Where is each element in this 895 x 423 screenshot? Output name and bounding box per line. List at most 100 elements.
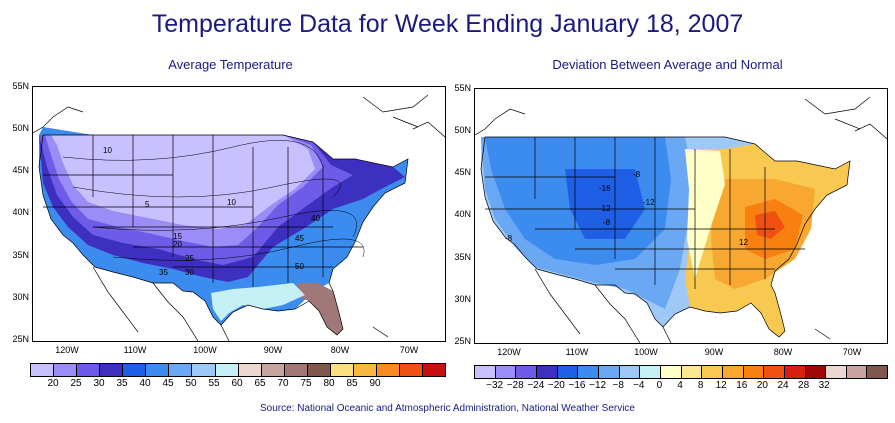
colorbar-label: 70 bbox=[277, 378, 289, 389]
contour-label: 30 bbox=[185, 268, 194, 277]
lat-label: 35N bbox=[454, 252, 471, 262]
colorbar-swatch bbox=[784, 366, 806, 378]
contour-label: 10 bbox=[103, 146, 112, 155]
south-warm-region bbox=[211, 283, 305, 321]
contour-label: 40 bbox=[311, 214, 320, 223]
lat-label: 35N bbox=[12, 250, 29, 260]
colorbar-label: 55 bbox=[208, 378, 220, 389]
colorbar-label: 4 bbox=[677, 380, 683, 391]
colorbar-swatch bbox=[353, 364, 377, 376]
contour-label: -8 bbox=[505, 234, 513, 243]
colorbar-swatch bbox=[261, 364, 285, 376]
lon-label: 110W bbox=[123, 345, 147, 355]
colorbar-label: 35 bbox=[116, 378, 128, 389]
colorbar-swatch bbox=[640, 366, 661, 378]
contour-label: -12 bbox=[643, 198, 655, 207]
colorbar-swatch bbox=[846, 366, 868, 378]
colorbar-swatch bbox=[557, 366, 579, 378]
lat-label: 55N bbox=[12, 81, 29, 91]
colorbar-swatch bbox=[400, 364, 424, 376]
colorbar-swatch bbox=[192, 364, 216, 376]
average-temperature-contours: 10 5 10 15 20 25 30 35 40 45 50 bbox=[33, 94, 445, 341]
colorbar-swatch bbox=[31, 364, 55, 376]
colorbar-swatch bbox=[307, 364, 331, 376]
colorbar-label: 20 bbox=[47, 378, 59, 389]
colorbar-label: −12 bbox=[589, 380, 607, 391]
lon-label: 100W bbox=[193, 345, 217, 355]
colorbar-label: 32 bbox=[818, 380, 830, 391]
florida-warm-region bbox=[298, 283, 343, 335]
colorbar-swatch bbox=[764, 366, 785, 378]
colorbar-swatch bbox=[77, 364, 101, 376]
contour-label: 35 bbox=[159, 268, 168, 277]
source-note: Source: National Oceanic and Atmospheric… bbox=[259, 403, 635, 414]
colorbar-swatch bbox=[536, 366, 558, 378]
temp-band-20 bbox=[51, 135, 315, 229]
colorbar-swatch bbox=[578, 366, 599, 378]
colorbar-label: 50 bbox=[185, 378, 197, 389]
lon-label: 90W bbox=[704, 347, 724, 357]
lat-label: 55N bbox=[454, 83, 471, 93]
lon-label: 120W bbox=[55, 345, 79, 355]
contour-label: -16 bbox=[599, 184, 611, 193]
colorbar-label: −4 bbox=[633, 380, 645, 391]
colorbar-label: 90 bbox=[369, 378, 381, 389]
lon-label: 90W bbox=[263, 345, 283, 355]
colorbar-swatch bbox=[681, 366, 703, 378]
colorbar-swatch bbox=[516, 366, 537, 378]
colorbar-swatch bbox=[619, 366, 641, 378]
colorbar-swatch bbox=[495, 366, 517, 378]
lon-label: 70W bbox=[842, 347, 862, 357]
lon-label: 120W bbox=[497, 347, 521, 357]
colorbar-swatch bbox=[330, 364, 354, 376]
lon-label: 110W bbox=[565, 347, 589, 357]
deviation-peak bbox=[755, 211, 785, 239]
colorbar-label: 24 bbox=[777, 380, 789, 391]
colorbar-label: 8 bbox=[697, 380, 704, 391]
lon-label: 70W bbox=[399, 345, 419, 355]
contour-label: 20 bbox=[173, 240, 182, 249]
temperature-deviation-contours: -8 -16 -12 -12 -8 -8 12 bbox=[475, 96, 887, 343]
colorbar-swatch bbox=[238, 364, 262, 376]
lat-label: 45N bbox=[454, 167, 471, 177]
colorbar-label: 45 bbox=[162, 378, 174, 389]
colorbar-swatch bbox=[54, 364, 78, 376]
colorbar-label: −8 bbox=[612, 380, 624, 391]
colorbar-swatch bbox=[660, 366, 682, 378]
average-temperature-colorbar bbox=[30, 363, 446, 377]
lat-label: 50N bbox=[12, 123, 29, 133]
colorbar-swatch bbox=[376, 364, 400, 376]
colorbar-label: 30 bbox=[93, 378, 105, 389]
page-title: Temperature Data for Week Ending January… bbox=[151, 10, 744, 38]
left-map-subtitle: Average Temperature bbox=[168, 57, 293, 72]
lat-label: 30N bbox=[454, 294, 471, 304]
colorbar-swatch bbox=[123, 364, 147, 376]
contour-label: 10 bbox=[227, 198, 236, 207]
colorbar-label: −24 bbox=[527, 380, 545, 391]
colorbar-swatch bbox=[805, 366, 827, 378]
temperature-deviation-map: -8 -16 -12 -12 -8 -8 12 bbox=[474, 88, 888, 344]
colorbar-swatch bbox=[423, 364, 446, 376]
deviation-coldest bbox=[565, 169, 645, 239]
contour-label: -8 bbox=[633, 170, 641, 179]
lon-label: 100W bbox=[634, 347, 658, 357]
lat-label: 25N bbox=[12, 334, 29, 344]
colorbar-swatch bbox=[598, 366, 620, 378]
colorbar-label: −28 bbox=[506, 380, 524, 391]
colorbar-label: 60 bbox=[231, 378, 243, 389]
lat-label: 50N bbox=[454, 125, 471, 135]
colorbar-swatch bbox=[146, 364, 170, 376]
deviation-colorbar bbox=[474, 365, 888, 379]
colorbar-swatch bbox=[284, 364, 308, 376]
colorbar-label: 85 bbox=[346, 378, 358, 389]
average-temperature-map: 10 5 10 15 20 25 30 35 40 45 50 bbox=[32, 86, 446, 342]
colorbar-swatch bbox=[826, 366, 847, 378]
contour-label: 50 bbox=[295, 262, 304, 271]
contour-label: -12 bbox=[599, 204, 611, 213]
colorbar-label: 0 bbox=[656, 380, 663, 391]
colorbar-swatch bbox=[743, 366, 765, 378]
colorbar-label: 12 bbox=[715, 380, 727, 391]
contour-label: 45 bbox=[295, 234, 304, 243]
colorbar-label: 16 bbox=[736, 380, 748, 391]
colorbar-label: −16 bbox=[568, 380, 586, 391]
